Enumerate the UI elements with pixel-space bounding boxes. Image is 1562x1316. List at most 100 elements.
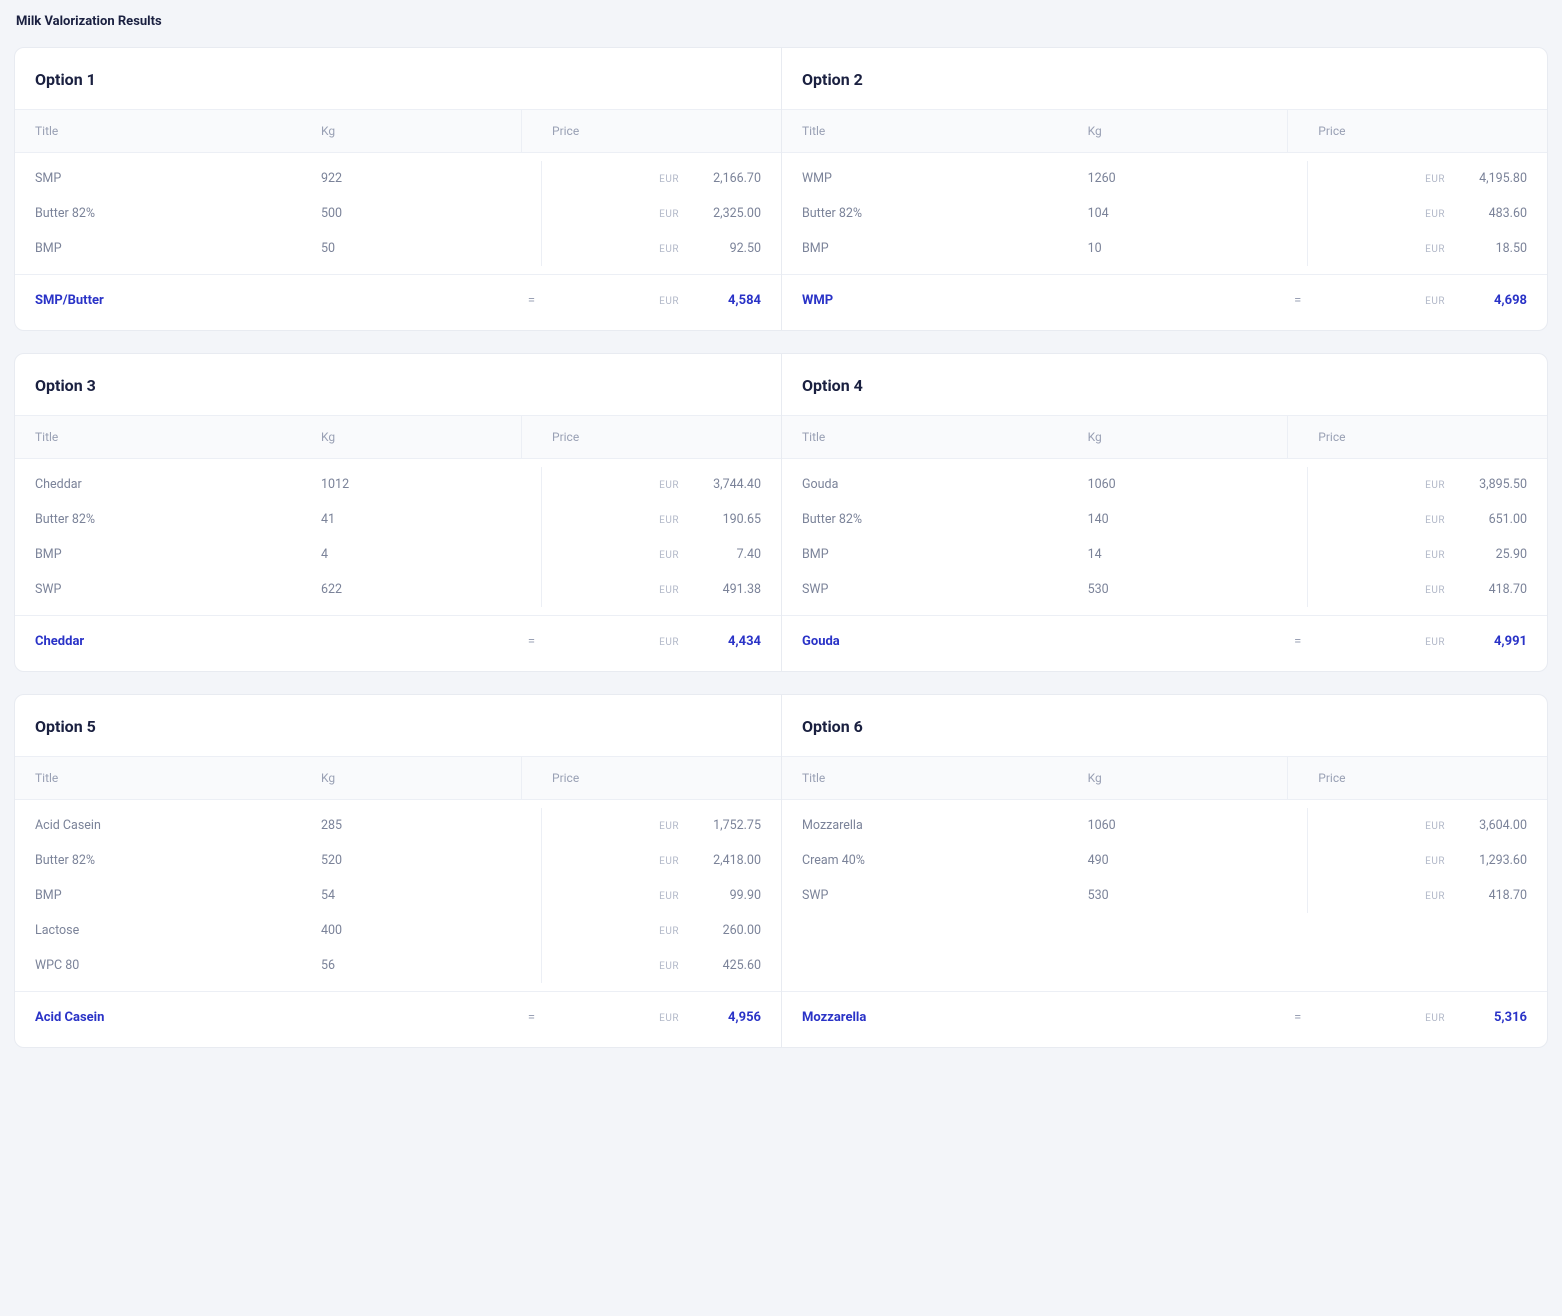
cell-kg: 490	[1088, 853, 1308, 868]
equals-sign: =	[1088, 1010, 1308, 1025]
cell-price: EUR2,418.00	[541, 843, 761, 878]
col-price: Price	[1287, 110, 1527, 152]
cell-price: EUR3,895.50	[1307, 467, 1527, 502]
currency-label: EUR	[1425, 209, 1445, 220]
cell-title: SWP	[35, 582, 321, 597]
equals-sign: =	[1088, 293, 1308, 308]
currency-label: EUR	[1425, 174, 1445, 185]
total-price: EUR4,956	[541, 1010, 761, 1025]
cell-kg: 14	[1088, 547, 1308, 562]
option-title: Option 6	[782, 695, 1547, 756]
cell-kg: 285	[321, 818, 541, 833]
option-panel: Option 5TitleKgPriceAcid Casein285EUR1,7…	[15, 695, 781, 1047]
cell-title: Butter 82%	[35, 206, 321, 221]
cell-title: Lactose	[35, 923, 321, 938]
table-row: Acid Casein285EUR1,752.75	[15, 808, 781, 843]
table-row: Butter 82%520EUR2,418.00	[15, 843, 781, 878]
cell-price: EUR260.00	[541, 913, 761, 948]
col-price: Price	[521, 416, 761, 458]
cell-kg: 530	[1088, 582, 1308, 597]
option-panel: Option 6TitleKgPriceMozzarella1060EUR3,6…	[781, 695, 1547, 1047]
cell-title: Acid Casein	[35, 818, 321, 833]
option-title: Option 3	[15, 354, 781, 415]
table-header: TitleKgPrice	[15, 756, 781, 800]
cell-price: EUR1,752.75	[541, 808, 761, 843]
cell-title: BMP	[35, 547, 321, 562]
results-grid: Option 1TitleKgPriceSMP922EUR2,166.70But…	[14, 47, 1548, 1048]
currency-label: EUR	[659, 296, 679, 307]
table-row: Cream 40%490EUR1,293.60	[782, 843, 1547, 878]
price-amount: 418.70	[1467, 582, 1527, 597]
price-amount: 418.70	[1467, 888, 1527, 903]
table-row: BMP54EUR99.90	[15, 878, 781, 913]
page-title: Milk Valorization Results	[16, 14, 1548, 29]
col-price: Price	[1287, 416, 1527, 458]
cell-price: EUR418.70	[1307, 572, 1527, 607]
price-amount: 7.40	[701, 547, 761, 562]
table-body: Acid Casein285EUR1,752.75Butter 82%520EU…	[15, 800, 781, 991]
price-amount: 260.00	[701, 923, 761, 938]
col-title: Title	[802, 771, 1088, 785]
cell-kg: 104	[1088, 206, 1308, 221]
col-title: Title	[35, 124, 321, 138]
cell-title: Butter 82%	[802, 206, 1088, 221]
table-row: SWP622EUR491.38	[15, 572, 781, 607]
total-price: EUR5,316	[1307, 1010, 1527, 1025]
col-title: Title	[802, 430, 1088, 444]
equals-sign: =	[321, 1010, 541, 1025]
currency-label: EUR	[1425, 637, 1445, 648]
cell-price: EUR18.50	[1307, 231, 1527, 266]
total-row: WMP=EUR4,698	[782, 274, 1547, 330]
currency-label: EUR	[1425, 296, 1445, 307]
currency-label: EUR	[659, 1013, 679, 1024]
col-kg: Kg	[1088, 771, 1308, 785]
cell-kg: 54	[321, 888, 541, 903]
equals-sign: =	[321, 634, 541, 649]
table-row: WMP1260EUR4,195.80	[782, 161, 1547, 196]
total-amount: 5,316	[1467, 1010, 1527, 1025]
table-row: Butter 82%140EUR651.00	[782, 502, 1547, 537]
cell-price: EUR491.38	[541, 572, 761, 607]
price-amount: 2,418.00	[701, 853, 761, 868]
cell-price: EUR4,195.80	[1307, 161, 1527, 196]
cell-title: Butter 82%	[35, 853, 321, 868]
total-price: EUR4,991	[1307, 634, 1527, 649]
cell-title: Cream 40%	[802, 853, 1088, 868]
option-title: Option 1	[15, 48, 781, 109]
price-amount: 1,752.75	[701, 818, 761, 833]
cell-price: EUR418.70	[1307, 878, 1527, 913]
cell-title: SMP	[35, 171, 321, 186]
price-amount: 2,166.70	[701, 171, 761, 186]
cell-price: EUR3,604.00	[1307, 808, 1527, 843]
cell-title: Gouda	[802, 477, 1088, 492]
total-amount: 4,698	[1467, 293, 1527, 308]
table-row: Lactose400EUR260.00	[15, 913, 781, 948]
cell-title: BMP	[35, 888, 321, 903]
cell-price: EUR92.50	[541, 231, 761, 266]
total-label: Mozzarella	[802, 1010, 1088, 1025]
total-label: SMP/Butter	[35, 293, 321, 308]
cell-price: EUR651.00	[1307, 502, 1527, 537]
cell-kg: 1060	[1088, 477, 1308, 492]
col-kg: Kg	[321, 430, 541, 444]
col-title: Title	[35, 430, 321, 444]
total-row: Mozzarella=EUR5,316	[782, 991, 1547, 1047]
total-price: EUR 4,698	[1307, 293, 1527, 308]
price-amount: 1,293.60	[1467, 853, 1527, 868]
total-amount: 4,584	[701, 293, 761, 308]
table-row: SWP530EUR418.70	[782, 878, 1547, 913]
price-amount: 3,895.50	[1467, 477, 1527, 492]
col-kg: Kg	[1088, 430, 1308, 444]
currency-label: EUR	[1425, 821, 1445, 832]
total-row: SMP/Butter=EUR4,584	[15, 274, 781, 330]
currency-label: EUR	[659, 209, 679, 220]
price-amount: 651.00	[1467, 512, 1527, 527]
price-amount: 18.50	[1467, 241, 1527, 256]
table-row: WPC 8056EUR425.60	[15, 948, 781, 983]
table-row: Mozzarella1060EUR3,604.00	[782, 808, 1547, 843]
total-row: Cheddar=EUR4,434	[15, 615, 781, 671]
table-header: TitleKgPrice	[15, 415, 781, 459]
total-label: Acid Casein	[35, 1010, 321, 1025]
cell-title: BMP	[802, 547, 1088, 562]
price-amount: 3,744.40	[701, 477, 761, 492]
